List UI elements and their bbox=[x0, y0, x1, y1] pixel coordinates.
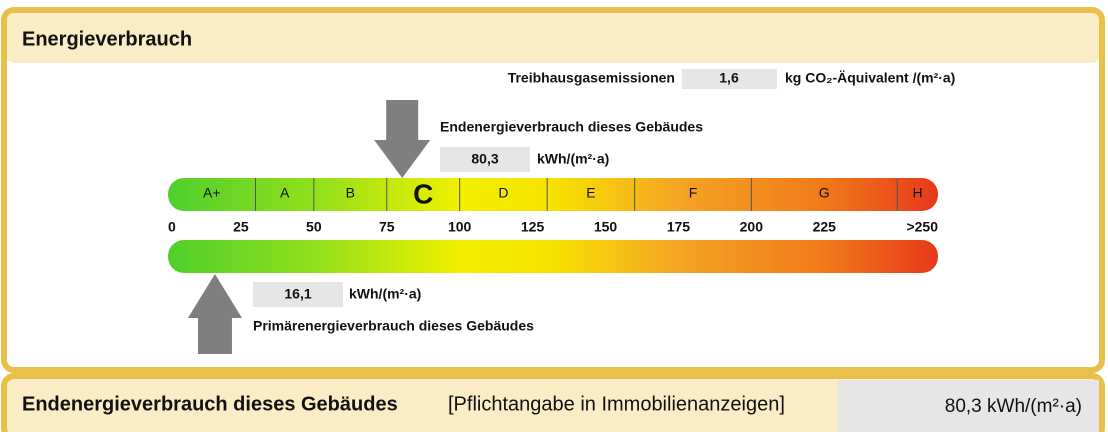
emissions-value: 1,6 bbox=[719, 70, 739, 86]
tick-label: 200 bbox=[740, 219, 764, 235]
class-label: D bbox=[498, 185, 508, 201]
tick-label: 50 bbox=[306, 219, 322, 235]
tick-label: 225 bbox=[813, 219, 837, 235]
class-label: H bbox=[913, 185, 923, 201]
class-label: E bbox=[586, 185, 595, 201]
tick-label: 100 bbox=[448, 219, 472, 235]
class-label: C bbox=[413, 178, 433, 209]
footer-value: 80,3 kWh/(m²·a) bbox=[945, 396, 1082, 417]
class-bar bbox=[168, 178, 938, 211]
primary-energy-box bbox=[253, 282, 343, 307]
tick-label: 0 bbox=[168, 219, 176, 235]
final-energy-box bbox=[440, 147, 530, 172]
tick-label: 25 bbox=[233, 219, 249, 235]
header-title: Energieverbrauch bbox=[22, 28, 192, 50]
primary-bar bbox=[168, 240, 938, 273]
primary-energy-label: Primärenergieverbrauch dieses Gebäudes bbox=[253, 318, 534, 334]
emissions-box bbox=[682, 69, 777, 89]
footer-title: Endenergieverbrauch dieses Gebäudes bbox=[22, 393, 398, 415]
emissions-label: Treibhausgasemissionen bbox=[508, 70, 675, 86]
final-energy-value: 80,3 bbox=[471, 151, 498, 167]
primary-energy-value: 16,1 bbox=[284, 286, 311, 302]
class-label: G bbox=[819, 185, 830, 201]
final-energy-label: Endenergieverbrauch dieses Gebäudes bbox=[440, 119, 703, 135]
footer-value-box bbox=[838, 380, 1099, 432]
primary-energy-unit: kWh/(m²·a) bbox=[349, 286, 421, 302]
tick-label: 150 bbox=[594, 219, 618, 235]
final-energy-unit: kWh/(m²·a) bbox=[537, 151, 609, 167]
tick-label: 75 bbox=[379, 219, 395, 235]
footer-panel bbox=[1, 373, 1105, 432]
class-label: A bbox=[280, 185, 290, 201]
tick-label: 175 bbox=[667, 219, 691, 235]
class-label: A+ bbox=[203, 185, 221, 201]
header-bg bbox=[7, 13, 1099, 63]
emissions-unit: kg CO₂-Äquivalent /(m²·a) bbox=[785, 70, 955, 86]
footer-note: [Pflichtangabe in Immobilienanzeigen] bbox=[448, 393, 785, 415]
primary-energy-arrow bbox=[187, 274, 242, 354]
tick-label: >250 bbox=[906, 219, 938, 235]
class-label: B bbox=[346, 185, 355, 201]
class-label: F bbox=[689, 185, 698, 201]
tick-label: 125 bbox=[521, 219, 545, 235]
final-energy-arrow bbox=[374, 100, 431, 178]
